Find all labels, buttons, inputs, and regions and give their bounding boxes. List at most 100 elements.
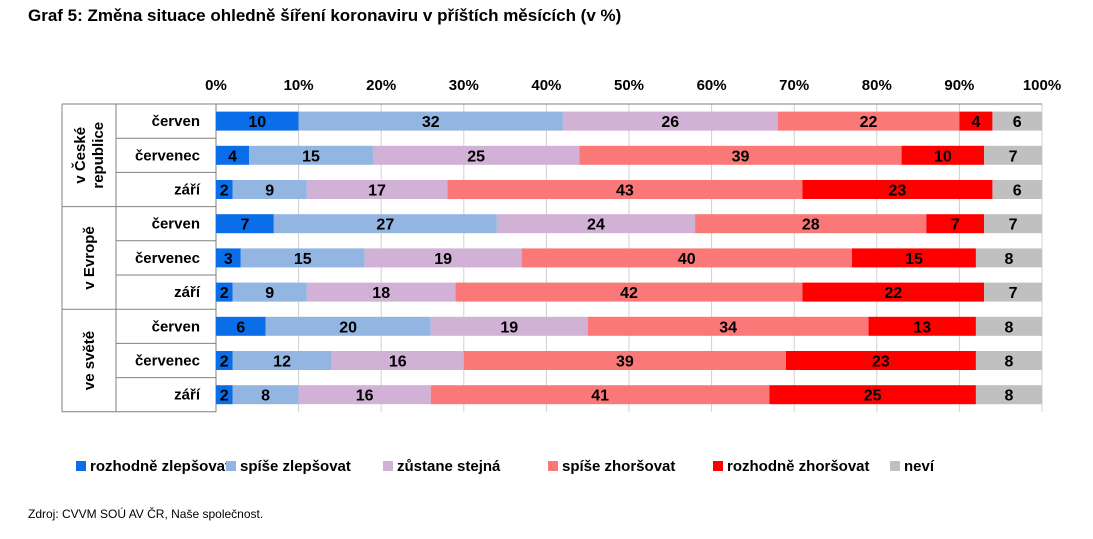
bar-segment	[298, 385, 431, 405]
legend-swatch	[383, 461, 393, 471]
data-label: 7	[240, 217, 249, 234]
source-note: Zdroj: CVVM SOÚ AV ČR, Naše společnost.	[28, 507, 264, 521]
x-tick-label: 20%	[366, 77, 396, 94]
x-tick-label: 30%	[449, 77, 479, 94]
bar-segment	[926, 214, 985, 234]
group-label: v České	[71, 127, 89, 184]
bar-segment	[232, 351, 332, 370]
bar-segment	[265, 316, 431, 336]
bar-segment	[992, 180, 1042, 199]
bar-segment	[868, 316, 976, 336]
category-label: červen	[152, 113, 200, 130]
chart-title: Graf 5: Změna situace ohledně šíření kor…	[28, 6, 622, 25]
bar-segment	[975, 248, 1042, 268]
bar-segment	[777, 111, 960, 131]
group-label: v Evropě	[81, 226, 98, 289]
data-label: 15	[302, 148, 320, 165]
bar-segment	[447, 180, 803, 199]
category-label: září	[174, 182, 201, 199]
bar-segment	[216, 385, 233, 405]
data-label: 43	[616, 183, 634, 200]
data-label: 6	[1013, 114, 1022, 131]
category-label: červenec	[135, 147, 200, 164]
legend-swatch	[890, 461, 900, 471]
data-label: 39	[616, 354, 634, 371]
legend-entry: rozhodně zlepšovat	[90, 458, 230, 475]
data-label: 12	[273, 354, 291, 371]
bar-segment	[984, 214, 1042, 234]
bar-segment	[306, 282, 456, 302]
x-tick-label: 100%	[1023, 77, 1061, 94]
bar-segment	[562, 111, 778, 131]
bar-segment	[232, 282, 307, 302]
bar-segment	[496, 214, 696, 234]
bar-segment	[975, 351, 1042, 370]
data-label: 22	[860, 114, 878, 131]
data-label: 16	[356, 388, 374, 405]
category-label: září	[174, 284, 201, 301]
legend-entry: spíše zhoršovat	[562, 458, 675, 475]
bar-segment	[240, 248, 365, 268]
bar-segment	[298, 111, 563, 131]
data-label: 39	[732, 148, 750, 165]
bar-segment	[232, 180, 307, 199]
category-label: červenec	[135, 353, 200, 370]
bar-segment	[455, 282, 803, 302]
data-label: 6	[236, 319, 245, 336]
data-label: 8	[1005, 354, 1014, 371]
data-label: 8	[261, 388, 270, 405]
data-label: 7	[1009, 217, 1018, 234]
bar-segment	[901, 145, 985, 165]
bar-segment	[430, 316, 588, 336]
bar-segment	[216, 316, 266, 336]
bar-segment	[769, 385, 976, 405]
bar-segment	[306, 180, 448, 199]
data-label: 25	[864, 388, 882, 405]
data-label: 22	[884, 285, 902, 302]
data-label: 4	[228, 148, 237, 165]
bar-segment	[273, 214, 497, 234]
data-label: 10	[248, 114, 266, 131]
bar-segment	[959, 111, 993, 131]
data-label: 15	[294, 251, 312, 268]
data-label: 19	[434, 251, 452, 268]
data-label: 24	[587, 217, 605, 234]
x-tick-label: 80%	[862, 77, 892, 94]
bar-segment	[216, 214, 274, 234]
bar-segment	[430, 385, 770, 405]
data-label: 2	[220, 183, 229, 200]
bar-segment	[521, 248, 853, 268]
data-label: 7	[951, 217, 960, 234]
category-label: červen	[152, 318, 200, 335]
data-label: 7	[1009, 148, 1018, 165]
bar-segment	[802, 282, 985, 302]
legend-swatch	[713, 461, 723, 471]
bar-segment	[852, 248, 976, 268]
data-label: 28	[802, 217, 820, 234]
data-label: 32	[422, 114, 440, 131]
data-label: 41	[591, 388, 609, 405]
bar-segment	[216, 282, 233, 302]
bar-segment	[975, 385, 1042, 405]
data-label: 10	[934, 148, 952, 165]
data-label: 2	[220, 388, 229, 405]
bar-segment	[249, 145, 373, 165]
category-label: červenec	[135, 250, 200, 267]
legend-swatch	[226, 461, 236, 471]
category-label: červen	[152, 216, 200, 233]
legend-swatch	[548, 461, 558, 471]
x-tick-label: 60%	[697, 77, 727, 94]
legend-entry: zůstane stejná	[397, 458, 501, 475]
bar-segment	[579, 145, 902, 165]
legend-swatch	[76, 461, 86, 471]
bar-segment	[216, 180, 233, 199]
legend-entry: rozhodně zhoršovat	[727, 458, 870, 475]
x-tick-label: 10%	[284, 77, 314, 94]
data-label: 9	[265, 183, 274, 200]
data-label: 20	[339, 319, 357, 336]
group-label: ve světě	[81, 331, 98, 390]
data-label: 3	[224, 251, 233, 268]
bar-segment	[984, 282, 1042, 302]
bar-segment	[331, 351, 464, 370]
